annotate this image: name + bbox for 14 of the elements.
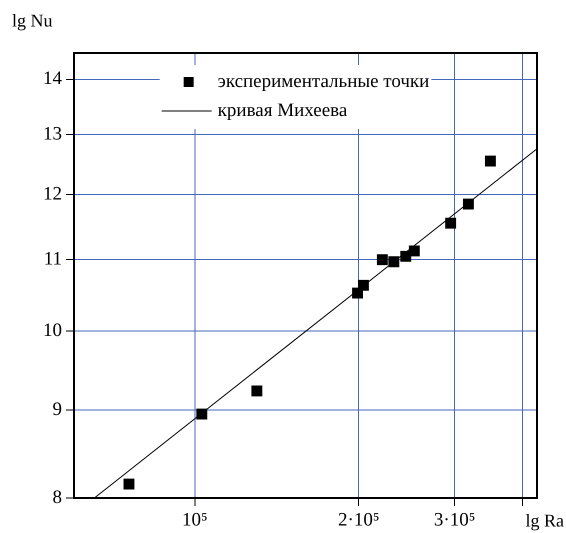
y-tick-label: 12 [43, 184, 62, 205]
y-tick-label: 8 [52, 486, 62, 508]
x-tick-label: 10⁵ [182, 509, 208, 530]
x-axis-title: lg Ra [526, 510, 564, 531]
y-axis-title: lg Nu [12, 10, 52, 31]
y-tick-label: 14 [43, 68, 62, 90]
x-tick-label: 2·10⁵ [338, 509, 380, 530]
y-tick-label: 10 [43, 320, 62, 342]
legend-label: экспериментальные точки [218, 70, 430, 92]
y-tick-label: 13 [43, 124, 62, 145]
y-tick-label: 11 [44, 248, 62, 270]
y-tick-label: 9 [52, 398, 62, 420]
x-tick-label: 3·10⁵ [434, 509, 476, 530]
legend-label: кривая Михеева [218, 100, 348, 121]
